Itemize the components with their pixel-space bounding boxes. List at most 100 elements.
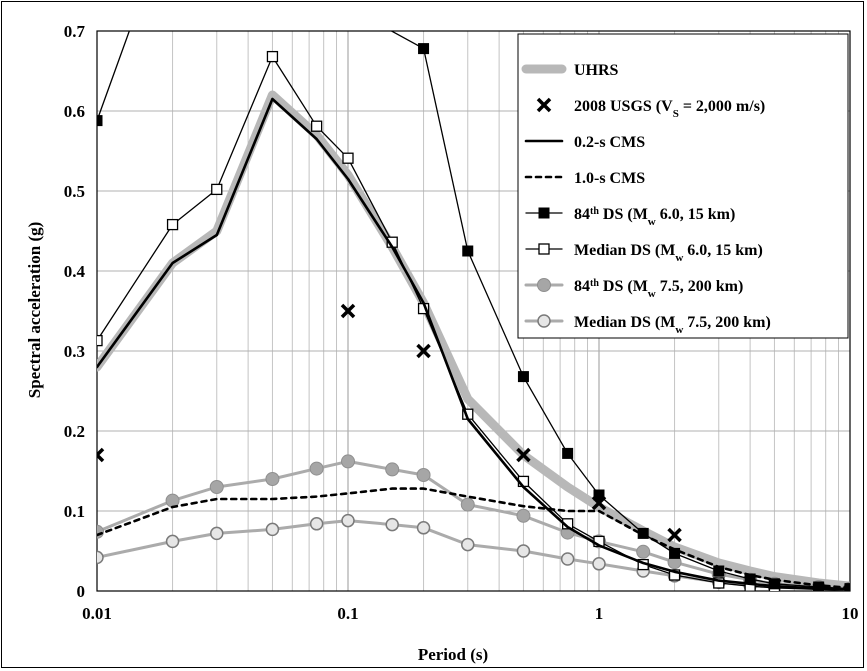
y-axis-label: Spectral acceleration (g) (25, 222, 44, 399)
data-point-usgs (416, 343, 431, 359)
data-point-ds84_6 (744, 573, 756, 585)
legend-label-part: w (648, 288, 656, 300)
data-point-ds84_6 (844, 583, 850, 591)
data-point-ds84_6 (97, 115, 103, 127)
data-point-ds84_6 (713, 565, 725, 577)
axes (96, 30, 851, 592)
legend-label-part: Median DS (M (574, 314, 675, 331)
legend-item-dsmed_75: Median DS (Mw 7.5, 200 km) (524, 314, 771, 336)
data-point-dsmed_75 (461, 537, 475, 552)
data-point-ds84_75 (460, 497, 475, 512)
legend-label: Median DS (Mw 6.0, 15 km) (574, 242, 763, 264)
legend-label-part: 7.5, 200 km) (683, 314, 771, 331)
series-line-dsmed_75 (97, 519, 850, 591)
legend-label: 84th DS (Mw 7.5, 200 km) (574, 278, 743, 301)
data-point-usgs (667, 527, 682, 543)
x-tick-label: 1 (595, 604, 604, 623)
y-tick-label: 0.5 (64, 182, 85, 201)
data-point-dsmed_75 (592, 557, 606, 571)
data-point-dsmed_75 (309, 517, 324, 531)
data-point-dsmed_6 (166, 218, 179, 231)
legend-label: 0.2-s CMS (574, 134, 645, 151)
data-point-ds84_75 (97, 524, 104, 539)
legend-label-part: 84 (574, 206, 590, 223)
data-point-usgs (516, 447, 531, 463)
data-point-ds84_75 (341, 454, 355, 469)
legend-swatch-marker (538, 243, 550, 255)
data-point-ds84_75 (209, 480, 224, 494)
legend-label-part: UHRS (574, 62, 619, 79)
legend-label-part: 6.0, 15 km) (683, 242, 763, 259)
data-point-dsmed_75 (560, 552, 575, 566)
data-point-dsmed_75 (265, 522, 280, 537)
legend-label-part: 1.0-s CMS (574, 170, 645, 187)
data-point-ds84_6 (418, 43, 430, 55)
data-point-dsmed_6 (342, 152, 354, 164)
legend-label: 2008 USGS (VS = 2,000 m/s) (574, 98, 765, 120)
y-tick-label: 0 (77, 582, 86, 601)
legend-label: Median DS (Mw 7.5, 200 km) (574, 314, 771, 336)
legend-label-part: w (648, 216, 656, 228)
x-axis-label: Period (s) (418, 645, 488, 664)
series-ds84_75 (97, 454, 850, 591)
data-point-ds84_75 (416, 468, 431, 482)
legend-swatch-marker (537, 314, 551, 328)
legend-label-part: 84 (574, 278, 590, 295)
x-tick-label: 0.01 (82, 604, 112, 623)
data-point-dsmed_75 (416, 521, 431, 535)
y-tick-label: 0.2 (64, 422, 85, 441)
series-ds84_6 (97, 31, 850, 591)
legend-label-part: 7.5, 200 km) (656, 278, 744, 295)
data-point-ds84_6 (562, 447, 574, 459)
data-point-dsmed_75 (165, 534, 180, 549)
data-point-dsmed_75 (210, 526, 224, 541)
legend-swatch-marker (537, 278, 551, 292)
data-point-dsmed_75 (385, 517, 399, 532)
legend-item-uhrs: UHRS (521, 62, 619, 79)
data-point-ds84_6 (517, 371, 529, 383)
legend-label-part: w (675, 324, 683, 336)
y-tick-label: 0.3 (64, 342, 85, 361)
legend-item-dsmed_6: Median DS (Mw 6.0, 15 km) (525, 242, 763, 264)
data-point-ds84_75 (309, 461, 324, 476)
legend-label-part: th (590, 206, 599, 217)
legend-label: 1.0-s CMS (574, 170, 645, 187)
tick-labels: 0.01 0.1 1 10 0 0.1 0.2 0.3 0.4 0.5 0.6 0.7 (64, 22, 859, 623)
data-point-dsmed_6 (266, 50, 279, 63)
data-point-ds84_75 (636, 544, 651, 559)
data-point-ds84_75 (385, 462, 400, 477)
x-tick-label: 10 (842, 604, 859, 623)
y-tick-label: 0.1 (64, 502, 85, 521)
data-point-ds84_6 (669, 547, 681, 559)
legend-item-ds84_75: 84th DS (Mw 7.5, 200 km) (524, 278, 743, 301)
data-point-ds84_6 (462, 245, 474, 257)
legend-label: 84th DS (Mw 6.0, 15 km) (574, 206, 735, 229)
data-point-dsmed_75 (341, 513, 355, 528)
data-point-ds84_6 (768, 578, 780, 590)
y-tick-label: 0.4 (64, 262, 86, 281)
legend-label-part: DS (M (599, 278, 648, 295)
data-point-dsmed_6 (713, 577, 725, 589)
data-point-ds84_75 (265, 472, 280, 486)
legend-label: UHRS (574, 62, 619, 79)
series-usgs (97, 303, 682, 543)
legend-label-part: th (590, 278, 599, 289)
data-point-usgs (97, 447, 105, 463)
legend-item-ds84_6: 84th DS (Mw 6.0, 15 km) (525, 206, 735, 229)
legend-item-usgs: 2008 USGS (VS = 2,000 m/s) (536, 97, 765, 120)
y-tick-label: 0.6 (64, 102, 85, 121)
data-point-usgs (340, 303, 356, 319)
legend: UHRS 2008 USGS (VS = 2,000 m/s) 0.2-s CMS 1… (517, 33, 849, 339)
data-point-ds84_6 (637, 527, 649, 539)
data-point-ds84_6 (593, 489, 605, 501)
data-point-ds84_6 (813, 581, 825, 591)
data-point-dsmed_75 (516, 544, 531, 558)
legend-item-cms02: 0.2-s CMS (524, 134, 645, 151)
legend-swatch-marker (538, 207, 550, 219)
legend-item-cms10: 1.0-s CMS (524, 170, 645, 187)
data-point-dsmed_6 (211, 183, 223, 196)
x-tick-label: 0.1 (337, 604, 358, 623)
plot-border (96, 30, 851, 592)
